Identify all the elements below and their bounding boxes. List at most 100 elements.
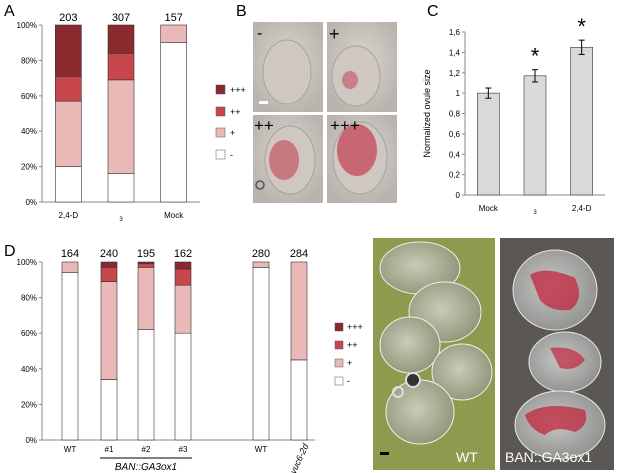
legend-swatch-level3: [215, 84, 226, 95]
bar-segment: [55, 100, 82, 167]
legend-label-level3: +++: [230, 85, 246, 95]
bar-segment: [100, 281, 118, 380]
y-axis-label: Normalized ovule size: [422, 69, 432, 157]
bar-segment: [174, 284, 192, 334]
y-tick-label: 1,6: [449, 28, 461, 37]
legend-swatch-level1: [334, 358, 344, 368]
x-tick-label: Mock: [479, 204, 499, 213]
subscript: 3: [533, 210, 537, 216]
chart-a: 0% 20% 40% 60% 80% 100% 203 2,4-D 307 3 157 Mock: [17, 12, 200, 223]
bar-segment: [252, 261, 270, 268]
photo-f-label: BAN::GA3ox1: [505, 449, 592, 465]
y-tick-label: 0,6: [449, 130, 461, 139]
x-tick-label: yuc6-2d: [288, 441, 311, 473]
bar-segment: [107, 24, 135, 54]
y-tick-label: 100%: [17, 258, 37, 267]
x-tick-label: #1: [105, 445, 114, 454]
bar: [570, 46, 593, 196]
sample-count: 164: [61, 248, 79, 260]
chart-d: 0% 20% 40% 60% 80% 100% 164 WT 240 #1 195 #2 162 #3 28…: [17, 248, 315, 473]
sample-count: 195: [137, 248, 155, 260]
x-tick-label: 3: [533, 210, 537, 216]
stain-spot: [530, 270, 579, 311]
y-tick-label: 80%: [21, 294, 37, 303]
bar-segment: [252, 267, 270, 441]
bar-segment: [61, 272, 79, 441]
y-tick-label: 60%: [21, 329, 37, 338]
photo-e-label: WT: [456, 449, 478, 465]
y-tick-label: 0%: [25, 436, 37, 445]
bar-segment: [174, 261, 192, 270]
bar-segment: [160, 24, 187, 44]
sample-count: 280: [252, 248, 270, 260]
bubble: [405, 372, 421, 388]
stain-spot: [337, 124, 377, 176]
y-tick-label: 20%: [21, 400, 37, 409]
stain-spot: [269, 140, 299, 180]
x-tick-label: #2: [142, 445, 151, 454]
bar-segment: [107, 173, 135, 203]
scale-bar: [259, 101, 268, 104]
bar-segment: [55, 166, 82, 203]
sample-count: 284: [290, 248, 308, 260]
bubble: [392, 386, 404, 398]
stain-spot: [550, 347, 585, 369]
legend-swatch-level2: [215, 106, 226, 117]
stain-spot: [525, 406, 587, 435]
legend-label-level0: -: [230, 150, 233, 160]
x-tick-label: WT: [255, 445, 268, 454]
legend-label-level3: +++: [347, 322, 363, 332]
y-tick-label: 80%: [21, 56, 37, 65]
y-tick-label: 1: [456, 89, 461, 98]
photo-b-label-tr: +: [329, 24, 340, 44]
legend-label-level2: ++: [347, 340, 358, 350]
bar-segment: [137, 329, 155, 441]
legend-swatch-level0: [215, 149, 226, 160]
bar: [477, 92, 500, 196]
bar-segment: [55, 76, 82, 102]
sample-count: 203: [59, 12, 77, 24]
y-tick-label: 20%: [21, 163, 37, 172]
x-tick-label: 2,4-D: [59, 211, 79, 220]
ovule-shape: [431, 343, 493, 401]
legend-bottom: +++ ++ + -: [334, 322, 363, 386]
x-tick-label: #3: [179, 445, 188, 454]
x-tick-label: Mock: [164, 211, 184, 220]
sample-count: 157: [164, 12, 182, 24]
bar-segment: [100, 261, 118, 268]
bar-segment: [137, 267, 155, 330]
legend-label-level1: +: [347, 358, 352, 368]
panel-b-photos: - + ++ +++: [253, 22, 397, 203]
panel-f-photo: BAN::GA3ox1: [500, 238, 614, 470]
bar-segment: [290, 359, 308, 441]
sample-count: 162: [174, 248, 192, 260]
panel-letter-d: D: [4, 243, 16, 260]
ovule-shape: [385, 379, 455, 445]
x-tick-label: WT: [64, 445, 77, 454]
scale-bar: [380, 452, 389, 455]
legend-top: +++ ++ + -: [215, 84, 246, 160]
y-tick-label: 0%: [25, 198, 37, 207]
ovule-shape: [331, 45, 381, 107]
x-tick-label: 2,4-D: [572, 204, 592, 213]
legend-label-level2: ++: [230, 107, 241, 117]
chart-c: 0 0,2 0,4 0,6 0,8 1 1,2 1,4 1,6 Normalized ovule …: [422, 14, 605, 216]
photo-b-label-bl: ++: [254, 116, 274, 135]
bar-segment: [137, 261, 155, 265]
legend-swatch-level2: [334, 340, 344, 350]
y-tick-label: 0,2: [449, 171, 461, 180]
photo-b-label-tl: -: [257, 25, 262, 42]
bar-segment: [290, 261, 308, 361]
panel-letter-b: B: [236, 3, 247, 20]
legend-label-level1: +: [230, 128, 235, 138]
bar-segment: [107, 79, 135, 174]
legend-swatch-level1: [215, 127, 226, 138]
group-label: BAN::GA3ox1: [115, 462, 177, 473]
bar-segment: [174, 268, 192, 286]
bar: [523, 75, 547, 196]
significance-star: *: [577, 14, 586, 39]
photo-b-label-br: +++: [330, 116, 360, 135]
legend-swatch-level0: [334, 376, 344, 386]
bubble: [255, 180, 265, 190]
